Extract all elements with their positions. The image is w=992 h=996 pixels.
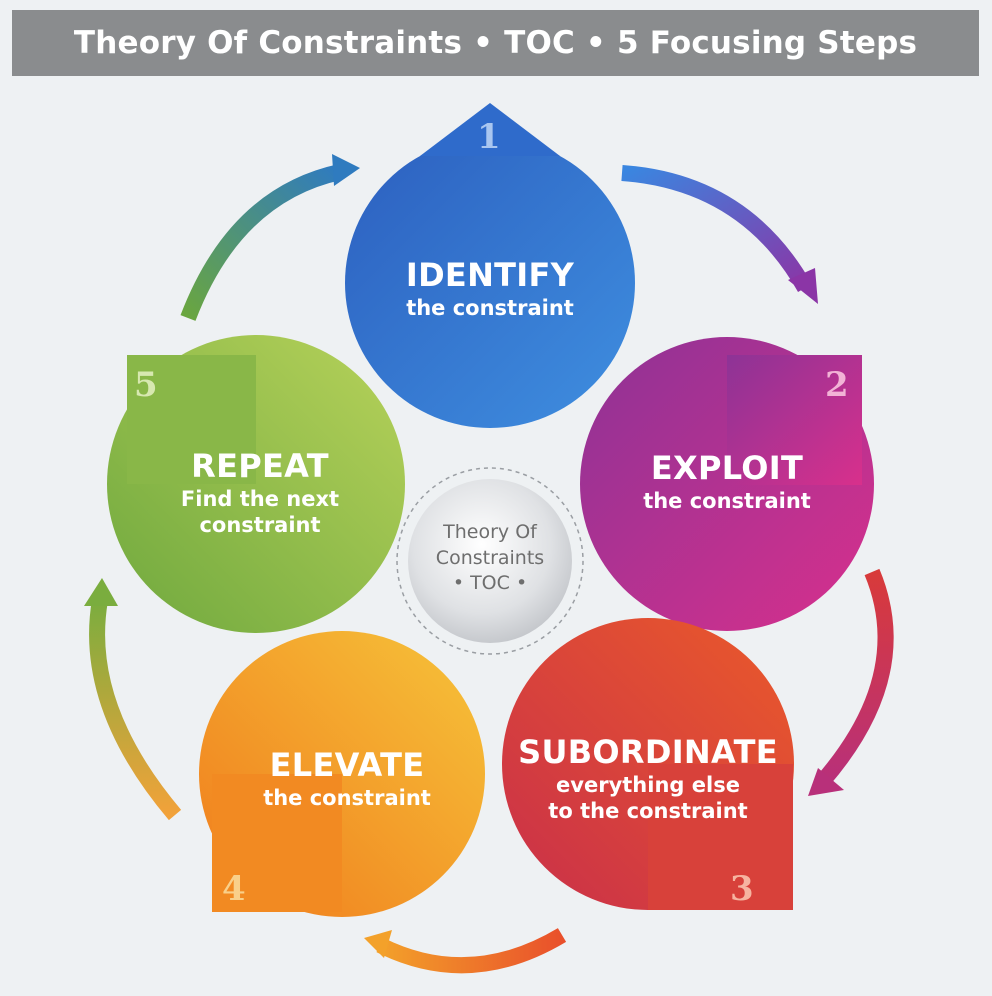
step-3-heading: SUBORDINATE bbox=[518, 733, 778, 771]
arrow-3-to-4 bbox=[364, 928, 567, 974]
step-4-label: ELEVATE the constraint bbox=[232, 745, 462, 811]
step-2-label: EXPLOIT the constraint bbox=[612, 448, 842, 514]
center-line-2: Constraints bbox=[435, 546, 545, 569]
step-3-subtitle-line1: everything else bbox=[556, 773, 740, 797]
step-3-label: SUBORDINATE everything else to the const… bbox=[508, 732, 788, 825]
arrow-1-to-2 bbox=[621, 165, 818, 304]
step-2-heading: EXPLOIT bbox=[650, 449, 804, 487]
step-5-heading: REPEAT bbox=[191, 447, 329, 485]
step-5-label: REPEAT Find the next constraint bbox=[150, 446, 370, 539]
center-hub bbox=[396, 467, 584, 655]
arrow-5-to-1 bbox=[180, 154, 360, 321]
step-4-number: 4 bbox=[222, 869, 246, 909]
step-3-number: 3 bbox=[730, 869, 754, 909]
step-2-shape bbox=[580, 337, 874, 631]
page-title: Theory Of Constraints • TOC • 5 Focusing… bbox=[12, 10, 979, 76]
step-5-subtitle-line1: Find the next bbox=[180, 487, 340, 511]
step-1-subtitle: the constraint bbox=[406, 296, 574, 320]
step-1-shape bbox=[345, 103, 635, 428]
step-1-number: 1 bbox=[477, 117, 501, 157]
step-5-number: 5 bbox=[134, 365, 158, 405]
arrow-2-to-3 bbox=[808, 568, 894, 796]
step-5-subtitle-line2: constraint bbox=[199, 513, 321, 538]
step-3-subtitle-line2: to the constraint bbox=[548, 799, 748, 824]
step-4-heading: ELEVATE bbox=[269, 746, 425, 784]
center-line-3: • TOC • bbox=[452, 572, 528, 595]
step-3-shape bbox=[502, 618, 794, 910]
center-label: Theory Of Constraints • TOC • bbox=[410, 520, 570, 597]
arrow-4-to-5 bbox=[84, 578, 182, 821]
step-5-shape bbox=[107, 335, 405, 633]
step-4-shape bbox=[199, 631, 485, 917]
step-1-label: IDENTIFY the constraint bbox=[370, 255, 610, 321]
step-2-subtitle: the constraint bbox=[643, 489, 811, 513]
step-1-heading: IDENTIFY bbox=[405, 256, 575, 294]
step-4-subtitle: the constraint bbox=[263, 786, 431, 810]
step-2-number: 2 bbox=[825, 365, 849, 405]
center-line-1: Theory Of bbox=[443, 521, 537, 543]
